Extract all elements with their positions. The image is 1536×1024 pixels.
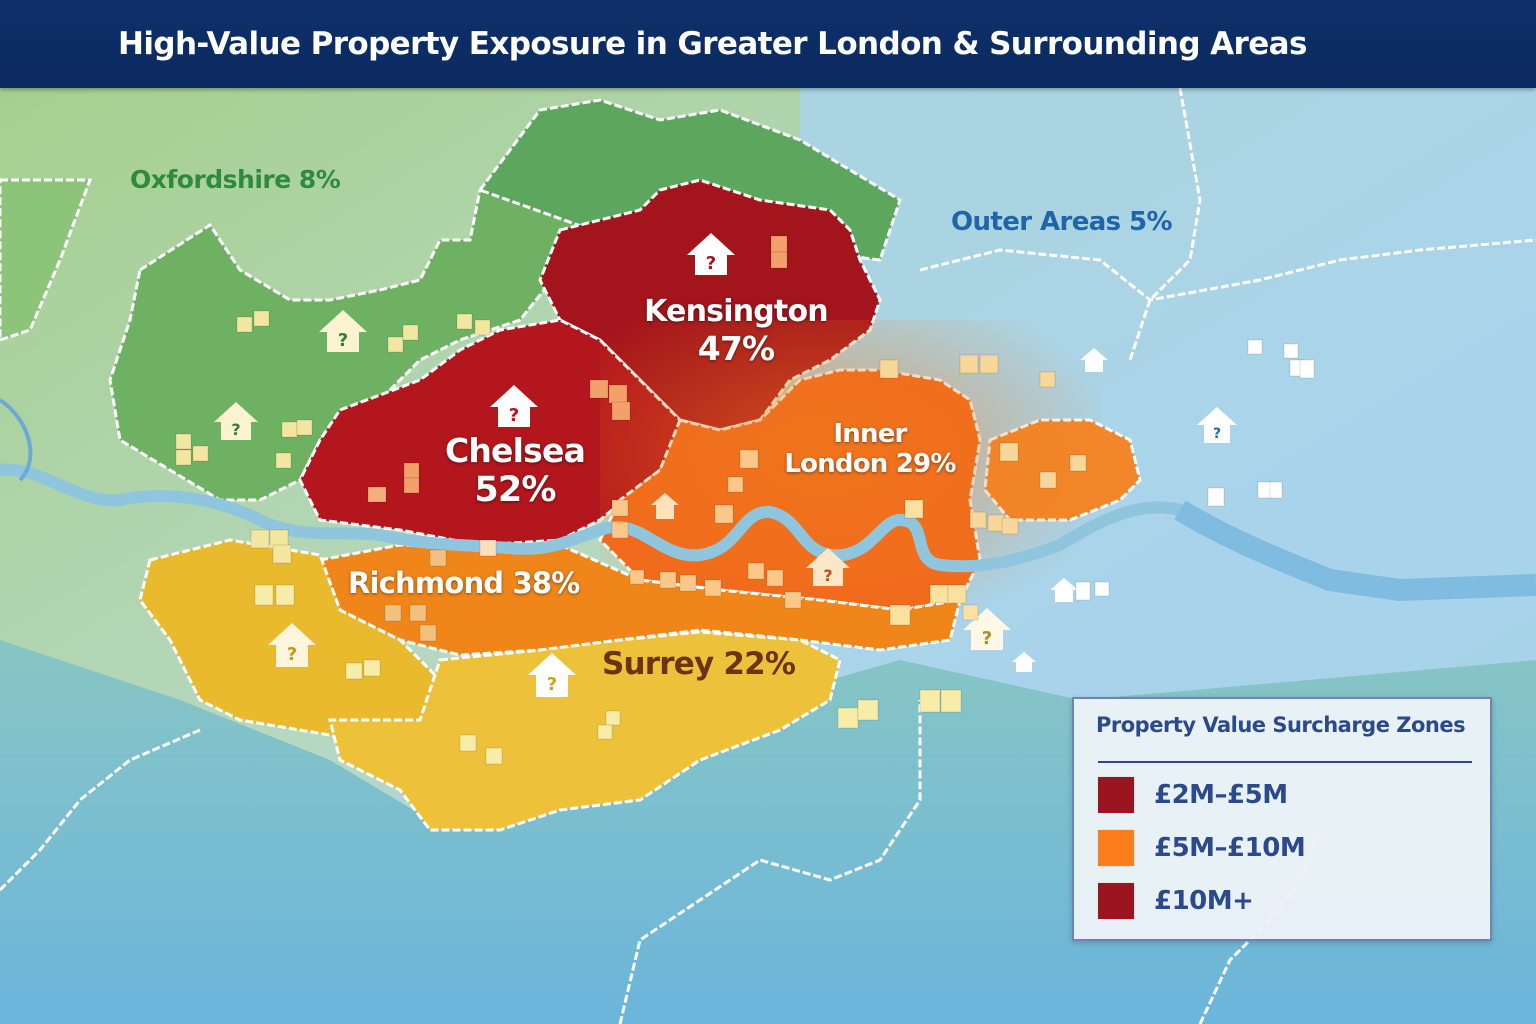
region-label-chelsea: Chelsea 52% <box>432 432 598 510</box>
house-question-icon[interactable]: ? <box>319 310 367 352</box>
legend-swatch <box>1098 777 1134 813</box>
title-bar: High-Value Property Exposure in Greater … <box>0 0 1536 88</box>
house-question-icon[interactable]: ? <box>214 402 258 440</box>
svg-text:?: ? <box>547 674 557 695</box>
legend-divider <box>1098 761 1472 763</box>
house-question-icon[interactable]: ? <box>268 623 316 667</box>
region-label-richmond: Richmond 38% <box>348 566 580 600</box>
map-regions: ? ? ? ? ? ? ? ? <box>0 88 1536 1024</box>
legend-swatch <box>1098 883 1134 919</box>
legend-label: £10M+ <box>1154 886 1254 916</box>
tributary <box>0 398 33 482</box>
heat-glow <box>600 320 1100 620</box>
region-percent: 47% <box>697 328 775 368</box>
thames-estuary <box>1174 500 1536 602</box>
house-question-icon[interactable]: ? <box>490 385 538 427</box>
house-question-icon[interactable] <box>651 493 679 519</box>
region-percent: London 29% <box>784 448 956 479</box>
house-question-icon[interactable]: ? <box>806 548 850 586</box>
property-marker-group <box>175 235 1315 765</box>
region-percent: 52% <box>474 469 556 510</box>
svg-text:?: ? <box>509 405 519 426</box>
region-richmond[interactable] <box>317 543 963 657</box>
house-question-icon[interactable] <box>1012 652 1036 672</box>
svg-text:?: ? <box>287 644 297 665</box>
region-west <box>0 178 93 342</box>
legend-item-5m-10m[interactable]: £5M–£10M <box>1098 830 1306 866</box>
region-name: Kensington <box>644 294 829 329</box>
house-question-icon[interactable] <box>1050 578 1078 602</box>
svg-text:?: ? <box>982 628 992 649</box>
boundary-line <box>919 238 1536 302</box>
house-question-icon[interactable]: ? <box>687 233 735 275</box>
legend-item-2m-5m[interactable]: £2M–£5M <box>1098 777 1288 813</box>
house-question-icon[interactable] <box>1080 348 1108 372</box>
svg-text:?: ? <box>823 566 832 585</box>
boundary-line <box>0 728 201 892</box>
legend-swatch <box>1098 830 1134 866</box>
house-question-icon[interactable]: ? <box>963 608 1011 650</box>
legend-label: £2M–£5M <box>1154 780 1288 810</box>
house-question-icon[interactable]: ? <box>528 653 576 697</box>
thames-river <box>0 463 1186 573</box>
region-label-kensington: Kensington 47% <box>636 294 836 368</box>
region-name: Chelsea <box>444 431 586 470</box>
svg-text:?: ? <box>338 330 348 351</box>
legend-panel: Property Value Surcharge Zones £2M–£5M £… <box>1072 697 1492 941</box>
region-label-inner-london: Inner London 29% <box>770 419 970 480</box>
house-question-icon[interactable]: ? <box>1197 407 1237 443</box>
legend-label: £5M–£10M <box>1154 833 1306 863</box>
svg-text:?: ? <box>706 253 716 274</box>
svg-text:?: ? <box>1213 426 1221 442</box>
map-title: High-Value Property Exposure in Greater … <box>118 26 1307 62</box>
map-canvas[interactable]: ? ? ? ? ? ? ? ? <box>0 88 1536 1024</box>
region-label-surrey: Surrey 22% <box>602 646 796 682</box>
region-name: Inner <box>833 419 907 449</box>
region-surrey[interactable] <box>328 630 842 832</box>
svg-text:?: ? <box>231 420 240 439</box>
boundary-line <box>618 700 922 1024</box>
legend-item-10m-plus[interactable]: £10M+ <box>1098 883 1254 919</box>
region-label-outer-areas: Outer Areas 5% <box>951 207 1173 237</box>
legend-title: Property Value Surcharge Zones <box>1096 713 1466 737</box>
region-label-oxfordshire: Oxfordshire 8% <box>130 165 341 194</box>
